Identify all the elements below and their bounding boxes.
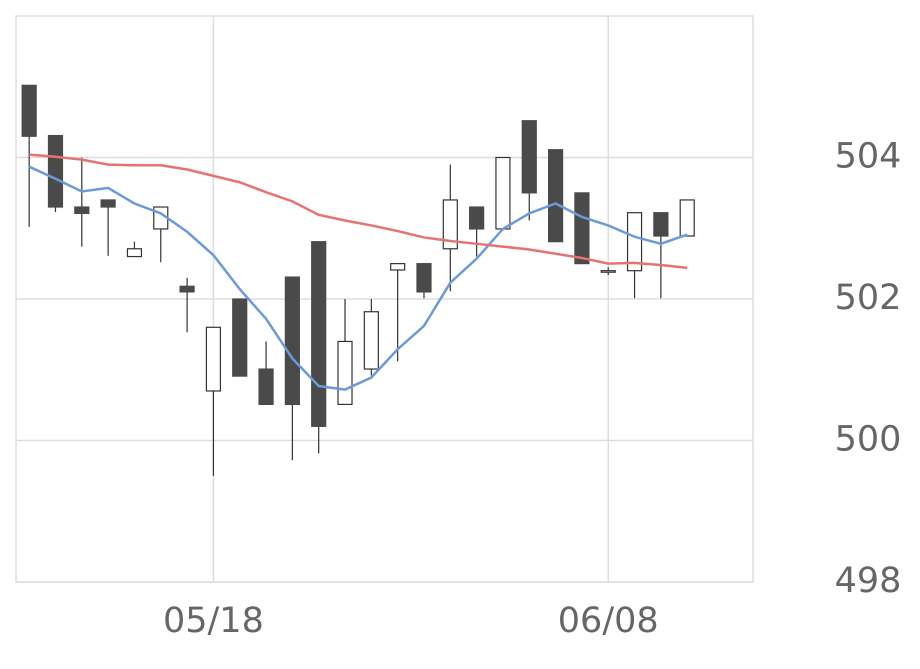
candle-body (258, 368, 274, 406)
candle-body (600, 270, 616, 273)
moving-average-line (29, 153, 688, 270)
candle-body (100, 199, 116, 208)
candle-body (390, 263, 406, 271)
candle-body (442, 199, 458, 250)
y-tick-label: 502 (835, 278, 902, 318)
candle-body (626, 212, 643, 272)
candle-body (363, 311, 379, 370)
candle-body (469, 206, 485, 230)
candle-body (416, 263, 432, 293)
x-tick-label: 06/08 (558, 601, 659, 641)
candle-body (47, 134, 64, 208)
candle-body (21, 84, 37, 137)
candle-body (179, 285, 195, 293)
y-tick-label: 500 (835, 420, 902, 460)
candle-body (547, 149, 564, 243)
candle-body (232, 298, 248, 377)
candle-body (679, 199, 695, 237)
candle-body (521, 120, 537, 194)
candle-body (337, 340, 353, 406)
candle-body (126, 248, 143, 258)
candle-body (653, 212, 669, 237)
candle-body (311, 241, 327, 427)
candle-body (495, 156, 511, 230)
candle-body (205, 326, 222, 392)
y-tick-label: 498 (835, 561, 902, 601)
candle-body (284, 276, 300, 406)
x-tick-label: 05/18 (163, 601, 264, 641)
y-tick-label: 504 (835, 137, 902, 177)
candle-body (574, 192, 590, 265)
moving-average-line (28, 165, 688, 391)
candle-body (74, 206, 90, 214)
